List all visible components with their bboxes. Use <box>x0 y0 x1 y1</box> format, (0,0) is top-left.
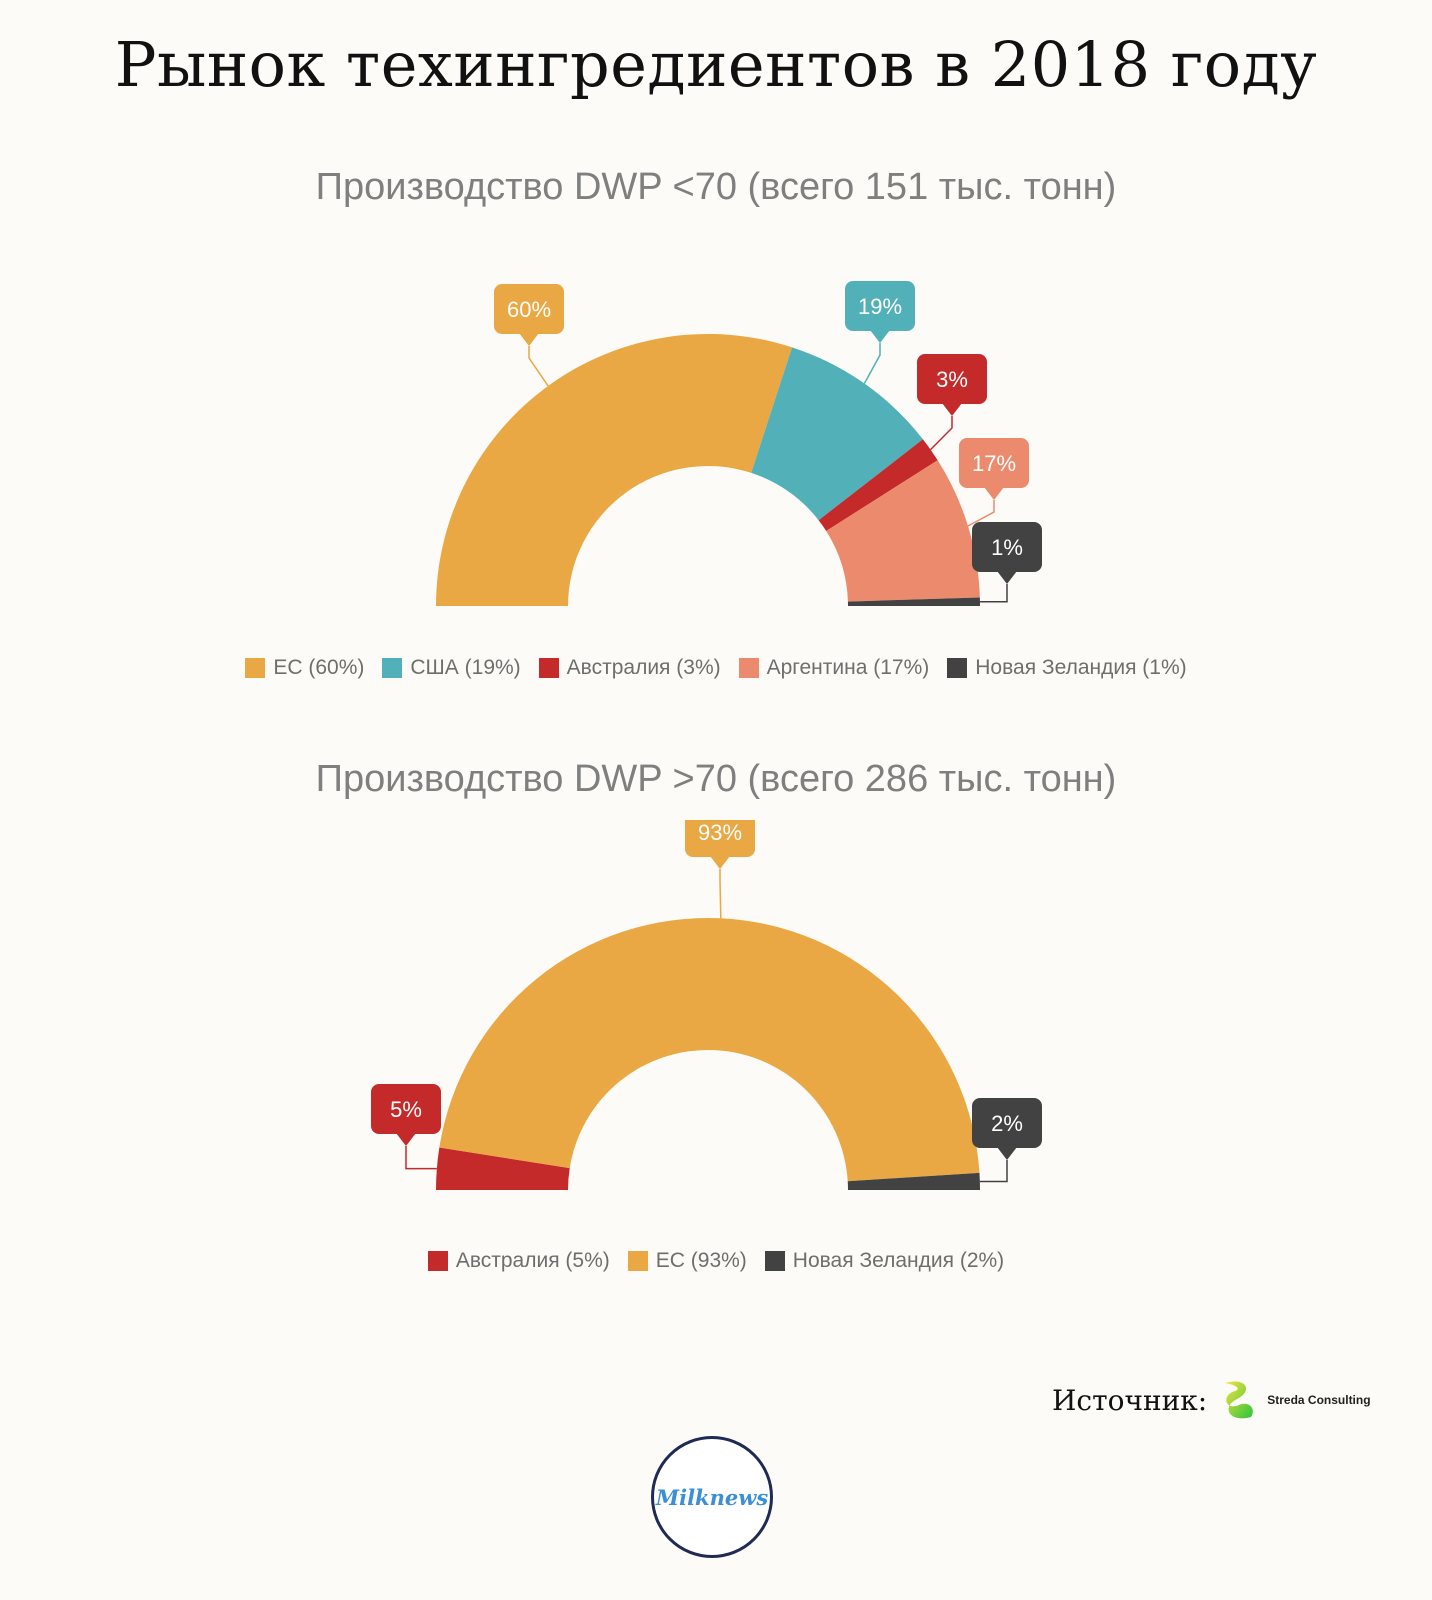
data-label-text: 5% <box>390 1097 422 1122</box>
donut-chart-dwp-above-70: 5% 93% 2% <box>371 820 1042 1190</box>
chart-title-dwp-below-70: Производство DWP <70 (всего 151 тыс. тон… <box>315 166 1117 208</box>
legend-dwp-above-70: Австралия (5%) ЕС (93%) Новая Зеландия (2%… <box>0 1249 1432 1273</box>
page-title: Рынок техингредиентов в 2018 году <box>114 28 1318 101</box>
data-label-box <box>371 1084 441 1134</box>
milknews-logo-text: Milknews <box>655 1484 769 1510</box>
data-label-box <box>917 354 987 404</box>
legend-label: Новая Зеландия (2%) <box>792 1249 1005 1272</box>
legend-item[interactable]: Новая Зеландия (1%) <box>947 656 1187 680</box>
data-label-box <box>972 522 1042 572</box>
legend-label: США (19%) <box>410 656 521 679</box>
legend-item[interactable]: Австралия (5%) <box>427 1249 610 1273</box>
milknews-logo: Milknews <box>651 1436 773 1558</box>
data-label-text: 19% <box>858 294 902 319</box>
chart-title-dwp-above-70: Производство DWP >70 (всего 286 тыс. тон… <box>315 758 1117 800</box>
data-label-pointer <box>870 330 890 343</box>
legend-label: Австралия (5%) <box>455 1249 610 1272</box>
slice-5 <box>847 597 980 606</box>
slice-4 <box>826 460 980 602</box>
slice-3 <box>847 1172 980 1190</box>
data-label-pointer <box>997 571 1017 584</box>
data-label-3: 3% <box>917 354 987 416</box>
legend-swatch <box>764 1251 785 1271</box>
slice-2 <box>751 347 923 521</box>
data-label-2: 93% <box>685 820 755 869</box>
legend-label: Аргентина (17%) <box>766 656 930 679</box>
data-label-text: 60% <box>507 297 551 322</box>
label-leader-line-1 <box>405 1146 437 1170</box>
slice-2 <box>439 918 980 1182</box>
label-leader-line-3 <box>930 416 953 451</box>
legend-item[interactable]: Аргентина (17%) <box>738 656 930 680</box>
label-leader-line-2 <box>863 343 881 384</box>
label-leader-line-1 <box>528 346 549 387</box>
legend-dwp-below-70: ЕС (60%) США (19%) Австралия (3%) Аргентина… <box>0 656 1432 680</box>
data-label-box <box>685 820 755 857</box>
legend-label: Австралия (3%) <box>566 656 721 679</box>
legend-swatch <box>382 658 403 678</box>
legend-item[interactable]: Новая Зеландия (2%) <box>764 1249 1005 1273</box>
legend-item[interactable]: США (19%) <box>382 656 521 680</box>
data-label-box <box>494 284 564 334</box>
data-label-pointer <box>710 856 730 869</box>
data-label-3: 2% <box>972 1098 1042 1160</box>
streda-logo-icon <box>1225 1381 1254 1419</box>
legend-swatch <box>427 1251 448 1271</box>
slice-1 <box>436 1147 570 1190</box>
slice-1 <box>436 334 793 606</box>
legend-item[interactable]: ЕС (93%) <box>627 1249 747 1273</box>
data-label-box <box>845 281 915 331</box>
data-label-pointer <box>997 1147 1017 1160</box>
data-label-pointer <box>519 333 539 346</box>
legend-label: ЕС (93%) <box>655 1249 747 1272</box>
data-label-text: 3% <box>936 367 968 392</box>
legend-item[interactable]: Австралия (3%) <box>538 656 721 680</box>
data-label-text: 93% <box>698 820 742 845</box>
legend-swatch <box>738 658 759 678</box>
data-label-5: 1% <box>972 522 1042 584</box>
label-leader-line-3 <box>979 1160 1008 1183</box>
data-label-text: 2% <box>991 1111 1023 1136</box>
data-label-text: 1% <box>991 535 1023 560</box>
data-label-box <box>959 438 1029 488</box>
data-label-box <box>972 1098 1042 1148</box>
source-block: Источник: Streda Consulting <box>1052 1377 1371 1423</box>
data-label-pointer <box>396 1133 416 1146</box>
data-label-pointer <box>984 487 1004 500</box>
data-label-text: 17% <box>972 451 1016 476</box>
legend-item[interactable]: ЕС (60%) <box>245 656 364 680</box>
source-name: Streda Consulting <box>1267 1393 1371 1407</box>
legend-label: ЕС (60%) <box>273 656 365 679</box>
legend-swatch <box>245 658 266 678</box>
label-leader-line-2 <box>719 869 722 919</box>
legend-swatch <box>947 658 968 678</box>
label-leader-line-4 <box>967 500 995 527</box>
slice-3 <box>818 439 938 531</box>
legend-label: Новая Зеландия (1%) <box>975 656 1187 679</box>
legend-swatch <box>538 658 559 678</box>
data-label-pointer <box>942 403 962 416</box>
donut-chart-dwp-below-70: 60% 19% 3% 17% 1% <box>436 281 1042 606</box>
data-label-1: 60% <box>494 284 564 346</box>
label-leader-line-5 <box>979 584 1008 603</box>
data-label-2: 19% <box>845 281 915 343</box>
source-label: Источник: <box>1052 1383 1208 1417</box>
data-label-4: 17% <box>959 438 1029 500</box>
data-label-1: 5% <box>371 1084 441 1146</box>
legend-swatch <box>627 1251 648 1271</box>
